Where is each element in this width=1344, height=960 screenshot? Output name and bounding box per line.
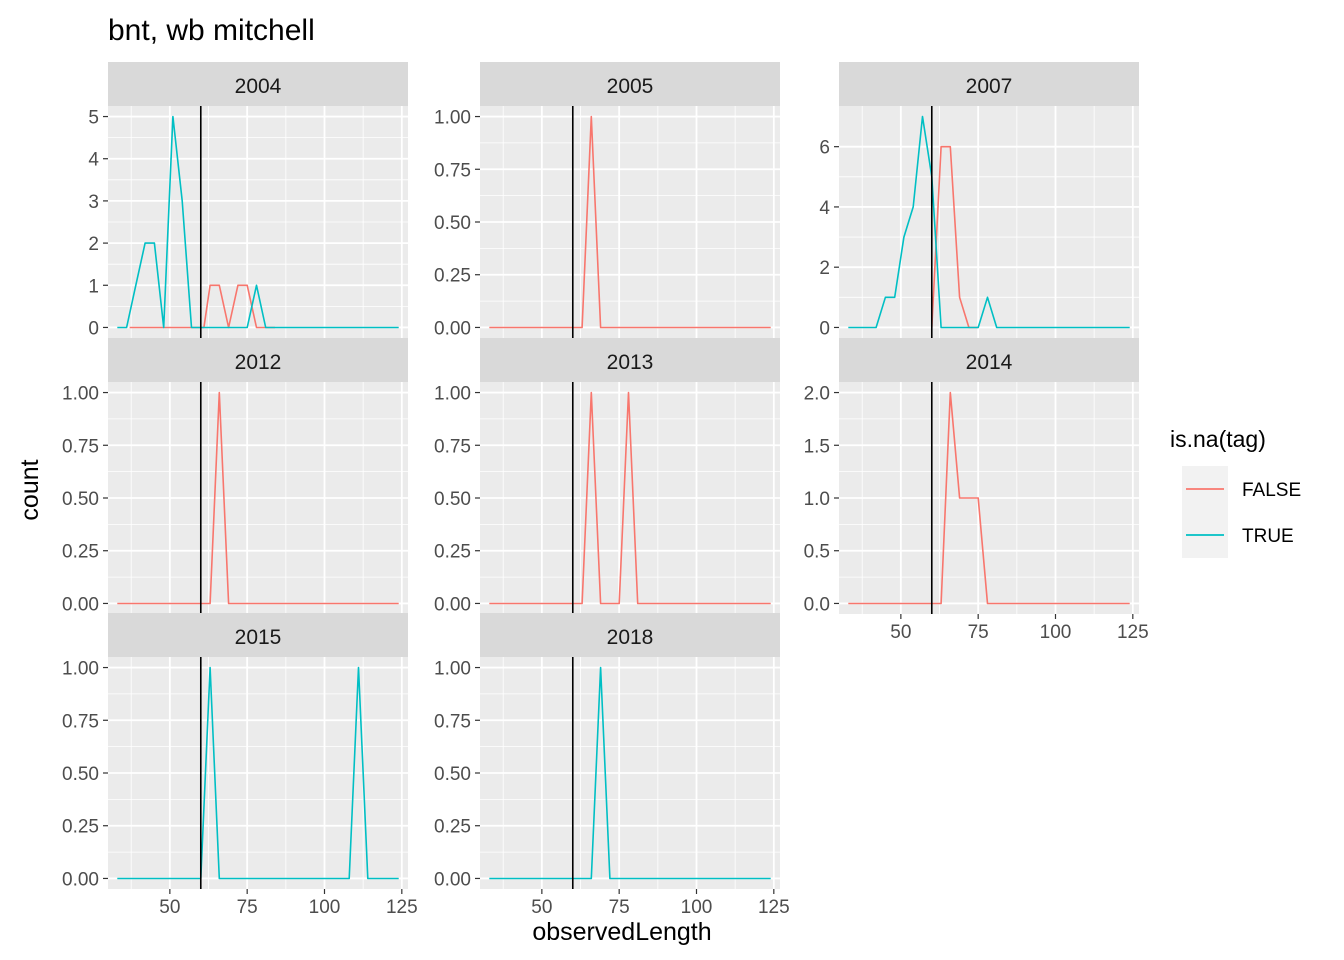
legend: is.na(tag) FALSE TRUE — [1170, 426, 1301, 558]
y-tick-label: 0.25 — [62, 542, 99, 563]
facet-strip-label: 2015 — [235, 626, 282, 649]
x-tick-label: 50 — [531, 897, 552, 918]
series-line-false — [848, 391, 1130, 605]
legend-title: is.na(tag) — [1170, 426, 1266, 452]
chart-title: bnt, wb mitchell — [108, 14, 315, 47]
facet-strip — [108, 613, 408, 657]
y-tick-label: 0.00 — [62, 594, 99, 615]
y-tick-label: 1.00 — [434, 384, 471, 405]
y-tick-label: 1.00 — [62, 659, 99, 680]
y-tick-label: 1 — [88, 276, 99, 297]
legend-label: FALSE — [1242, 480, 1301, 501]
x-axis-title: observedLength — [532, 918, 711, 946]
y-tick-label: 3 — [88, 192, 99, 213]
facet-strip-label: 2007 — [966, 75, 1013, 98]
legend-entry-true: TRUE — [1182, 512, 1294, 558]
x-tick-label: 50 — [159, 897, 180, 918]
x-tick-label: 100 — [1040, 622, 1072, 643]
facet-strip — [108, 62, 408, 106]
series-line-true — [117, 666, 399, 880]
x-tick-label: 75 — [609, 897, 630, 918]
facet-panel-2004: 2004 0 1 2 3 4 5 — [88, 62, 408, 343]
y-tick-label: 2.0 — [804, 384, 830, 405]
y-tick-label: 0.50 — [62, 489, 99, 510]
facet-strip-label: 2018 — [607, 626, 654, 649]
facet-strip — [839, 338, 1139, 382]
y-tick-label: 4 — [88, 150, 99, 171]
facet-strip — [108, 338, 408, 382]
x-tick-label: 75 — [237, 897, 258, 918]
y-tick-label: 0.50 — [434, 213, 471, 234]
y-tick-label: 1.0 — [804, 489, 830, 510]
y-tick-label: 0.50 — [434, 764, 471, 785]
y-tick-label: 5 — [88, 108, 99, 129]
facet-panel-2007: 2007 0 2 4 6 — [819, 62, 1139, 343]
series-line-true — [848, 115, 1130, 329]
y-tick-label: 0.75 — [434, 711, 471, 732]
y-tick-label: 0.75 — [62, 711, 99, 732]
facet-strip-label: 2012 — [235, 351, 282, 374]
y-tick-label: 6 — [819, 138, 830, 159]
y-tick-label: 0.25 — [434, 542, 471, 563]
x-tick-label: 50 — [890, 622, 911, 643]
facet-panel-2014: 2014 0.0 0.5 1.0 1.5 2.0 50 75 100 125 — [804, 338, 1149, 643]
y-tick-label: 0.00 — [434, 869, 471, 890]
facet-strip — [480, 338, 780, 382]
y-tick-label: 4 — [819, 198, 830, 219]
facet-panel-2018: 2018 0.00 0.25 0.50 0.75 1.00 50 75 100 125 — [434, 613, 790, 918]
legend-entry-false: FALSE — [1182, 466, 1301, 512]
y-tick-label: 0.50 — [62, 764, 99, 785]
y-tick-label: 1.00 — [62, 384, 99, 405]
y-tick-label: 0.00 — [434, 318, 471, 339]
y-tick-label: 0.50 — [434, 489, 471, 510]
facet-panel-2005: 2005 0.00 0.25 0.50 0.75 1.00 — [434, 62, 780, 343]
y-tick-label: 2 — [819, 258, 830, 279]
y-axis-title: count — [16, 459, 44, 520]
y-tick-label: 0.75 — [62, 436, 99, 457]
y-tick-label: 0 — [88, 318, 99, 339]
facet-strip-label: 2005 — [607, 75, 654, 98]
y-tick-label: 0.25 — [434, 266, 471, 287]
series-line-false — [129, 284, 275, 329]
facet-strip — [839, 62, 1139, 106]
y-tick-label: 1.00 — [434, 659, 471, 680]
facet-strip-label: 2014 — [966, 351, 1013, 374]
y-tick-label: 0 — [819, 318, 830, 339]
y-tick-label: 0.25 — [62, 817, 99, 838]
y-tick-label: 0.75 — [434, 160, 471, 181]
y-tick-label: 0.00 — [62, 869, 99, 890]
facet-panel-2012: 2012 0.00 0.25 0.50 0.75 1.00 — [62, 338, 408, 619]
y-tick-label: 0.25 — [434, 817, 471, 838]
y-tick-label: 0.75 — [434, 436, 471, 457]
y-tick-label: 2 — [88, 234, 99, 255]
facet-panel-2013: 2013 0.00 0.25 0.50 0.75 1.00 — [434, 338, 780, 619]
x-tick-label: 125 — [1117, 622, 1149, 643]
series-line-true — [489, 666, 771, 880]
facet-panel-2015: 2015 0.00 0.25 0.50 0.75 1.00 50 75 100 125 — [62, 613, 418, 918]
y-tick-label: 0.00 — [434, 594, 471, 615]
x-tick-label: 100 — [309, 897, 341, 918]
facet-strip-label: 2004 — [235, 75, 282, 98]
y-tick-label: 1.5 — [804, 436, 830, 457]
series-line-false — [489, 115, 771, 329]
x-tick-label: 100 — [681, 897, 713, 918]
series-line-false — [117, 391, 399, 605]
x-tick-label: 75 — [968, 622, 989, 643]
facet-strip — [480, 613, 780, 657]
panel-background — [839, 106, 1139, 338]
y-tick-label: 0.0 — [804, 594, 830, 615]
legend-label: TRUE — [1242, 526, 1294, 547]
facet-panels: 200401234520050.000.250.500.751.00200702… — [62, 62, 1149, 918]
series-line-false — [489, 391, 771, 605]
y-tick-label: 1.00 — [434, 108, 471, 129]
facet-strip — [480, 62, 780, 106]
facet-strip-label: 2013 — [607, 351, 654, 374]
y-tick-label: 0.5 — [804, 542, 830, 563]
x-tick-label: 125 — [386, 897, 418, 918]
x-tick-label: 125 — [758, 897, 790, 918]
